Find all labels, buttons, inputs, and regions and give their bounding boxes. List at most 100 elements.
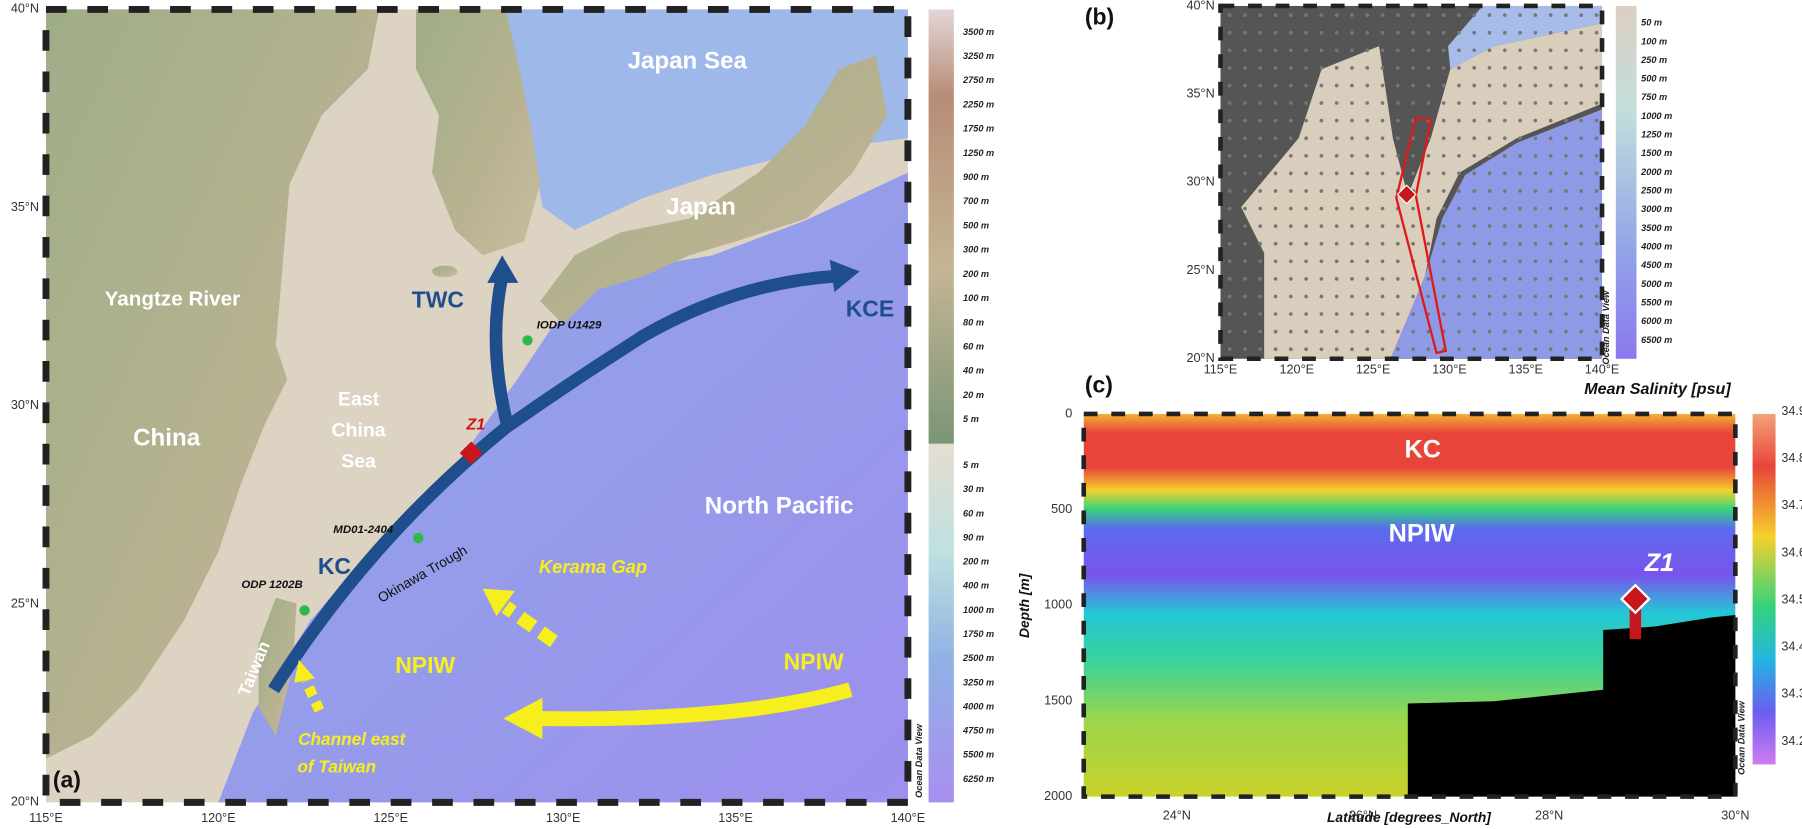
- land-korea: [416, 9, 541, 256]
- grid-dot: [1487, 277, 1492, 281]
- tick-label: 30°N: [11, 398, 39, 412]
- grid-dot: [1258, 259, 1263, 264]
- grid-dot: [1243, 347, 1247, 352]
- y-axis-label: Depth [m]: [1017, 573, 1032, 638]
- grid-dot: [1548, 206, 1553, 211]
- current-label: TWC: [412, 286, 464, 312]
- grid-dot: [1380, 66, 1385, 70]
- tick-label: 4750 m: [962, 726, 994, 736]
- water-mass-label: KC: [1405, 435, 1442, 463]
- grid-dot: [1548, 153, 1553, 158]
- grid-dot: [1502, 347, 1507, 352]
- grid-dot: [1258, 13, 1263, 17]
- grid-dot: [1258, 171, 1263, 176]
- grid-dot: [1594, 171, 1599, 176]
- colorbar: [1615, 5, 1637, 359]
- grid-dot: [1594, 224, 1599, 228]
- grid-dot: [1502, 259, 1507, 264]
- tick-label: 2500 m: [962, 653, 994, 663]
- grid-dot: [1395, 118, 1400, 123]
- grid-dot: [1472, 48, 1477, 53]
- grid-dot: [1502, 101, 1507, 105]
- z1-marker: [459, 441, 483, 465]
- tick-label: 6500 m: [1641, 335, 1672, 345]
- grid-dot: [1441, 312, 1446, 316]
- tick-label: 1000 m: [1641, 111, 1672, 121]
- grid-dot: [1564, 136, 1568, 141]
- grid-dot: [1564, 30, 1568, 35]
- tick-label: 34.5: [1781, 592, 1802, 606]
- grid-dot: [1350, 347, 1354, 352]
- grid-dot: [1334, 241, 1339, 246]
- grid-dot: [1487, 329, 1492, 334]
- grid-dot: [1518, 312, 1522, 316]
- grid-dot: [1548, 83, 1553, 88]
- grid-dot: [1258, 153, 1263, 158]
- grid-dot: [1472, 13, 1477, 17]
- tick-label: 4000 m: [1640, 242, 1672, 252]
- grid-dot: [1273, 83, 1278, 88]
- grid-dot: [1411, 83, 1415, 88]
- grid-dot: [1411, 224, 1415, 228]
- grid-dot: [1288, 189, 1293, 193]
- grid-dot: [1334, 171, 1339, 176]
- tick-label: 5500 m: [1641, 297, 1672, 307]
- tick-label: 34.3: [1781, 687, 1802, 701]
- grid-dot: [1350, 13, 1354, 17]
- grid-dot: [1472, 101, 1477, 105]
- grid-dot: [1227, 347, 1232, 352]
- grid-dot: [1548, 189, 1553, 193]
- grid-dot: [1334, 206, 1339, 211]
- grid-dot: [1243, 13, 1247, 17]
- grid-dot: [1304, 206, 1308, 211]
- grid-dot: [1564, 66, 1568, 70]
- grid-dot: [1273, 329, 1278, 334]
- grid-dot: [1334, 224, 1339, 228]
- grid-dot: [1243, 30, 1247, 35]
- arrowhead: [829, 259, 860, 293]
- grid-dot: [1502, 312, 1507, 316]
- grid-dot: [1472, 312, 1477, 316]
- grid-dot: [1594, 83, 1599, 88]
- grid-dot: [1273, 171, 1278, 176]
- grid-dot: [1487, 30, 1492, 35]
- tick-label: 28°N: [1535, 809, 1563, 823]
- grid-dot: [1227, 312, 1232, 316]
- grid-dot: [1258, 66, 1263, 70]
- grid-dot: [1548, 259, 1553, 264]
- grid-dot: [1365, 153, 1370, 158]
- tick-label: 1500 m: [1641, 148, 1672, 158]
- tick-label: 3500 m: [1641, 223, 1672, 233]
- grid-dot: [1411, 153, 1415, 158]
- grid-dot: [1227, 189, 1232, 193]
- grid-dot: [1273, 118, 1278, 123]
- tick-label: 250 m: [1640, 55, 1667, 65]
- grid-dot: [1487, 13, 1492, 17]
- grid-dot: [1487, 347, 1492, 352]
- grid-dot: [1243, 101, 1247, 105]
- grid-dot: [1564, 241, 1568, 246]
- grid-dot: [1350, 48, 1354, 53]
- grid-dot: [1288, 101, 1293, 105]
- grid-dot: [1533, 30, 1538, 35]
- grid-dot: [1258, 329, 1263, 334]
- grid-dot: [1350, 224, 1354, 228]
- tick-label: 900 m: [963, 172, 989, 182]
- grid-dot: [1441, 48, 1446, 53]
- grid-dot: [1304, 224, 1308, 228]
- grid-dot: [1564, 189, 1568, 193]
- grid-dot: [1472, 153, 1477, 158]
- site-marker: [413, 532, 424, 544]
- grid-dot: [1365, 30, 1370, 35]
- grid-dot: [1273, 101, 1278, 105]
- grid-dot: [1502, 224, 1507, 228]
- grid-dot: [1304, 241, 1308, 246]
- tick-label: 5500 m: [963, 750, 994, 760]
- grid-dot: [1426, 101, 1431, 105]
- grid-dot: [1334, 259, 1339, 264]
- grid-dot: [1395, 48, 1400, 53]
- grid-dot: [1380, 312, 1385, 316]
- tick-label: 30°N: [1721, 809, 1749, 823]
- tick-label: 30 m: [963, 484, 984, 494]
- grid-dot: [1258, 206, 1263, 211]
